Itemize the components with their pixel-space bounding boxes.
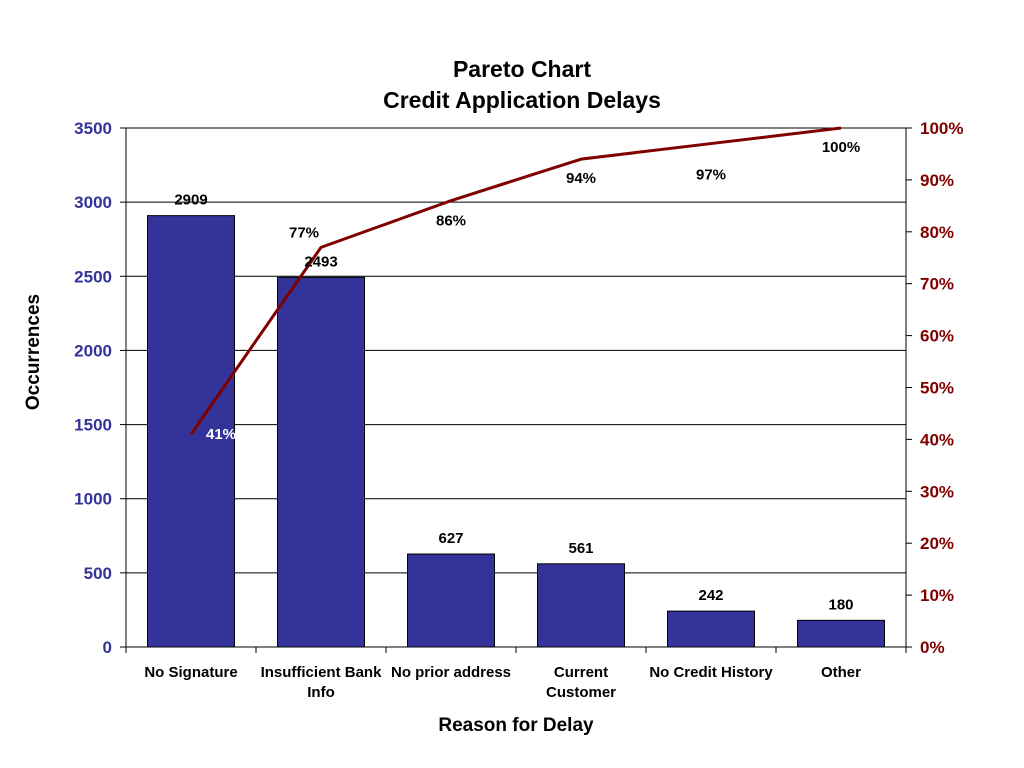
category-label: No Credit History [649,664,773,681]
category-label: Insufficient Bank [261,664,383,681]
bar-value-label: 242 [698,587,723,604]
right-tick-label: 60% [920,327,954,346]
category-label: No prior address [391,664,511,681]
x-axis-label: Reason for Delay [438,715,594,736]
right-tick-label: 40% [920,430,954,449]
category-label: Customer [546,684,616,701]
cumulative-percent-label: 94% [566,170,596,187]
right-tick-label: 10% [920,586,954,605]
right-tick-label: 70% [920,275,954,294]
cumulative-percent-label: 97% [696,167,726,184]
left-tick-label: 0 [103,638,112,657]
cumulative-percent-label: 77% [289,224,319,241]
category-label: Current [554,664,608,681]
cumulative-percent-label: 86% [436,213,466,230]
axes [125,128,907,653]
right-tick-label: 30% [920,482,954,501]
bar [147,215,235,648]
left-tick-label: 500 [84,564,112,583]
bar-value-label: 561 [568,540,593,557]
category-label: No Signature [144,664,237,681]
gridlines [126,127,906,574]
bar [407,553,495,648]
right-tick-label: 0% [920,638,945,657]
bar-value-label: 627 [438,530,463,547]
left-tick-label: 3000 [74,193,112,212]
left-axis-ticks: 0 500 1000 1500 2000 2500 3000 3500 [74,119,126,657]
bar [797,619,885,648]
data-labels: 2909 2493 627 561 242 180 41% 77% 86% 94% 97% 100% [174,139,860,613]
left-tick-label: 1500 [74,416,112,435]
right-tick-label: 20% [920,534,954,553]
left-tick-label: 3500 [74,119,112,138]
right-tick-label: 80% [920,223,954,242]
category-label: Other [821,664,861,681]
chart-title: Pareto Chart [452,56,592,82]
category-labels: No Signature Insufficient Bank Info No prio… [144,664,861,701]
left-tick-label: 2500 [74,267,112,286]
y-axis-label: Occurrences [23,294,44,410]
bar-value-label: 180 [828,596,853,613]
right-tick-label: 90% [920,171,954,190]
bars [147,215,885,648]
cumulative-percent-line [189,126,842,436]
bar-value-label: 2493 [304,253,337,270]
bar-value-label: 2909 [174,192,207,209]
bar [537,563,625,648]
right-tick-label: 50% [920,379,954,398]
bar [667,610,755,648]
right-axis-ticks: 0% 10% 20% 30% 40% 50% 60% 70% 80% 90% 100% [906,119,963,657]
left-tick-label: 1000 [74,490,112,509]
cumulative-percent-label: 100% [822,139,860,156]
chart-subtitle: Credit Application Delays [383,87,661,113]
cumulative-line [189,126,842,436]
cumulative-percent-label: 41% [206,426,236,443]
left-tick-label: 2000 [74,341,112,360]
category-label: Info [307,684,335,701]
right-tick-label: 100% [920,119,963,138]
bar [277,276,365,648]
